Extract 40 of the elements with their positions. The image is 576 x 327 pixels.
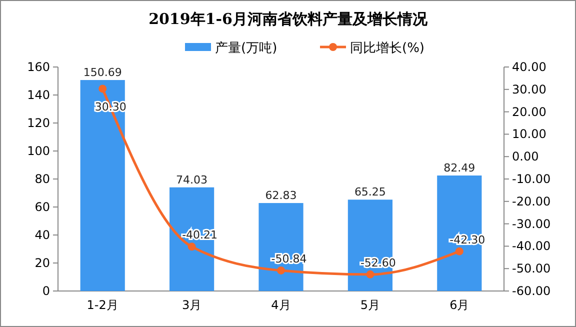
y-tick-label: 80 [34,172,50,186]
data-label: 74.03 [176,173,208,186]
data-label: 82.49 [444,162,476,175]
y2-tick-label: 20.00 [512,104,546,119]
y2-tick-label: -40.00 [512,239,551,254]
data-label: 62.83 [265,189,297,202]
point [188,242,196,251]
legend-label: 产量(万吨) [215,41,278,56]
bar [170,187,214,291]
point [277,266,285,274]
y2-tick-label: 0.00 [512,150,539,164]
x-tick-label: 4月 [271,298,291,312]
y-tick-label: 0 [42,284,50,298]
point [98,84,107,93]
y-tick-label: 140 [27,88,50,102]
point [455,247,464,256]
y2-tick-label: 30.00 [512,82,546,96]
y-tick-label: 60 [34,200,50,214]
point [366,270,374,278]
y2-tick-label: -30.00 [512,216,551,231]
y2-tick-label: 40.00 [512,60,546,74]
y-tick-label: 120 [27,116,50,130]
y2-tick-label: -60.00 [512,284,551,298]
y-tick-label: 40 [34,228,50,242]
y-tick-label: 160 [27,60,50,74]
data-label: 150.69 [83,66,122,80]
y2-tick-label: -50.00 [512,262,551,276]
y2-tick-label: -20.00 [512,194,551,208]
data-label: 65.25 [354,186,386,199]
y2-tick-label: 10.00 [512,127,546,142]
y2-tick-label: -10.00 [512,172,551,186]
legend-label: 同比增长(%) [350,41,424,56]
x-tick-label: 5月 [360,298,380,312]
bar [80,80,125,291]
y-tick-label: 100 [27,144,50,158]
chart-title: 2019年1-6月河南省饮料产量及增长情况 [148,10,428,28]
x-tick-label: 3月 [182,298,202,312]
y-tick-label: 20 [34,256,50,270]
x-tick-label: 1-2月 [86,298,118,312]
x-tick-label: 6月 [450,298,470,312]
